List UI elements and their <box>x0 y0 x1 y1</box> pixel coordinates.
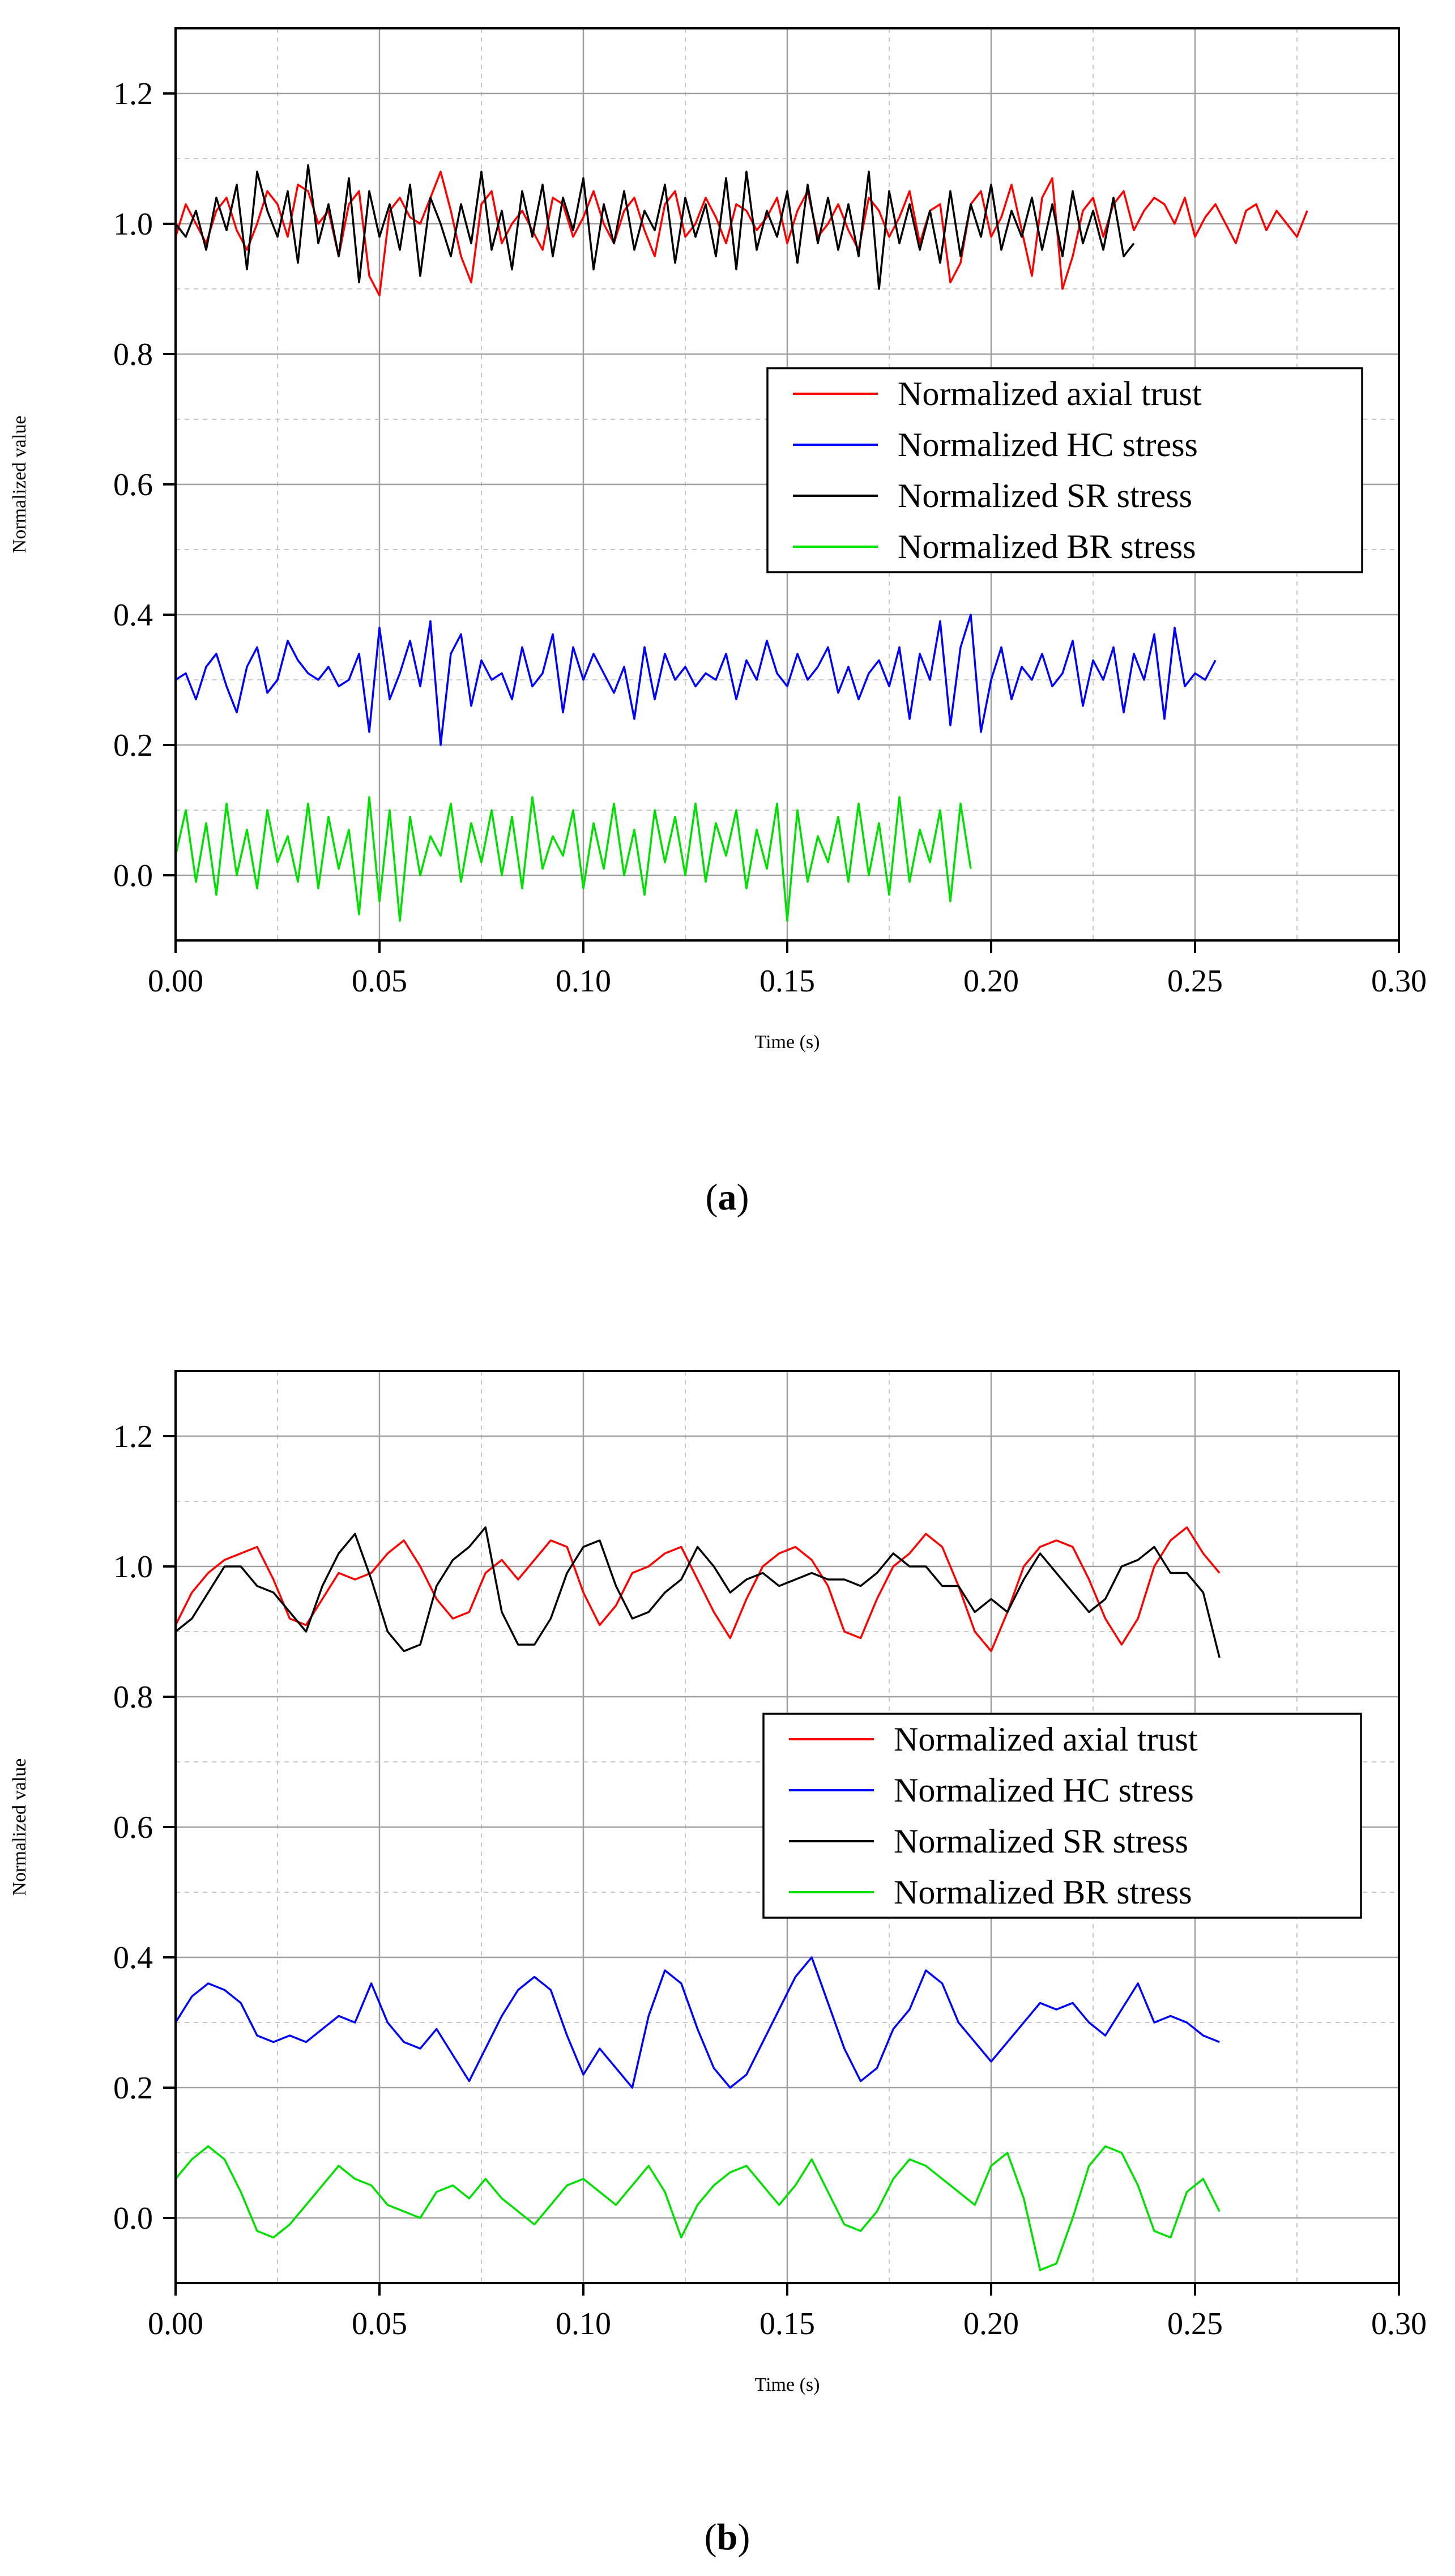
x-tick-label: 0.30 <box>1371 964 1427 999</box>
series-line-4 <box>174 796 972 922</box>
y-tick-label: 0.0 <box>113 858 153 893</box>
legend-label: Normalized HC stress <box>894 1772 1194 1809</box>
series-line-1 <box>174 171 1308 297</box>
y-axis-b: 0.0 0.2 0.4 0.6 0.8 1.0 1.2 <box>113 1419 176 2236</box>
caption-label-b: b <box>717 2517 738 2558</box>
y-tick-label: 1.2 <box>113 1419 153 1454</box>
y-tick-label: 1.0 <box>113 207 153 242</box>
caption-label-a: a <box>718 1177 737 1218</box>
caption-b: (b) <box>705 2517 750 2558</box>
legend-label: Normalized BR stress <box>894 1874 1192 1911</box>
y-tick-label: 0.6 <box>113 467 153 503</box>
y-tick-label: 0.4 <box>113 598 153 633</box>
y-axis-label-b: Normalized value <box>9 1759 30 1896</box>
series-group-a <box>174 164 1308 922</box>
y-tick-label: 0.8 <box>113 337 153 372</box>
x-tick-label: 0.10 <box>556 2306 611 2341</box>
x-tick-label: 0.10 <box>556 964 611 999</box>
y-tick-label: 0.8 <box>113 1680 153 1715</box>
x-tick-label: 0.05 <box>352 964 407 999</box>
y-tick-label: 0.2 <box>113 728 153 763</box>
legend-label: Normalized SR stress <box>898 477 1192 514</box>
x-tick-label: 0.00 <box>148 964 203 999</box>
x-tick-label: 0.25 <box>1167 2306 1223 2341</box>
x-tick-label: 0.15 <box>759 2306 815 2341</box>
y-axis-a: 0.0 0.2 0.4 0.6 0.8 1.0 1.2 <box>113 76 176 893</box>
caption-a: (a) <box>706 1177 749 1218</box>
series-group-b <box>174 1526 1221 2271</box>
series-line-2 <box>174 1956 1220 2089</box>
y-tick-label: 0.4 <box>113 1940 153 1975</box>
x-axis-label-a: Time (s) <box>755 1032 820 1053</box>
x-tick-label: 0.20 <box>963 964 1019 999</box>
x-tick-label: 0.15 <box>759 964 815 999</box>
panel-a: 0.00 0.05 0.10 0.15 0.20 0.25 0.30 0.00.20.40.… <box>9 27 1427 1053</box>
y-axis-label-a: Normalized value <box>9 416 30 553</box>
y-tick-label: 0.0 <box>113 2201 153 2236</box>
legend-label: Normalized HC stress <box>898 426 1198 463</box>
x-axis-label-b: Time (s) <box>755 2374 820 2395</box>
x-tick-label: 0.00 <box>148 2306 203 2341</box>
y-tick-label: 0.2 <box>113 2071 153 2106</box>
x-tick-label: 0.20 <box>963 2306 1019 2341</box>
legend-box <box>766 367 1363 573</box>
series-line-3 <box>174 164 1135 290</box>
x-tick-label: 0.30 <box>1371 2306 1427 2341</box>
y-tick-label: 0.6 <box>113 1810 153 1845</box>
series-line-1 <box>174 1526 1221 1653</box>
legend-a: Normalized axial trust Normalized HC stre… <box>766 367 1363 573</box>
y-tick-label: 1.0 <box>113 1549 153 1585</box>
legend-label: Normalized axial trust <box>894 1721 1198 1758</box>
legend-b: Normalized axial trust Normalized HC stre… <box>762 1713 1362 1919</box>
series-line-2 <box>175 614 1217 746</box>
legend-box <box>762 1713 1362 1919</box>
x-tick-label: 0.05 <box>352 2306 407 2341</box>
y-tick-label: 1.2 <box>113 76 153 112</box>
panel-b: 0.00 0.05 0.10 0.15 0.20 0.25 0.30 0.00.20.40.… <box>9 1370 1427 2395</box>
legend-label: Normalized SR stress <box>894 1823 1188 1860</box>
series-line-4 <box>174 2145 1221 2271</box>
x-axis-a: 0.00 0.05 0.10 0.15 0.20 0.25 0.30 <box>148 940 1427 999</box>
legend-label: Normalized BR stress <box>898 528 1196 565</box>
x-tick-label: 0.25 <box>1167 964 1223 999</box>
series-line-3 <box>174 1526 1221 1658</box>
x-axis-b: 0.00 0.05 0.10 0.15 0.20 0.25 0.30 <box>148 2283 1427 2341</box>
legend-label: Normalized axial trust <box>898 375 1202 412</box>
